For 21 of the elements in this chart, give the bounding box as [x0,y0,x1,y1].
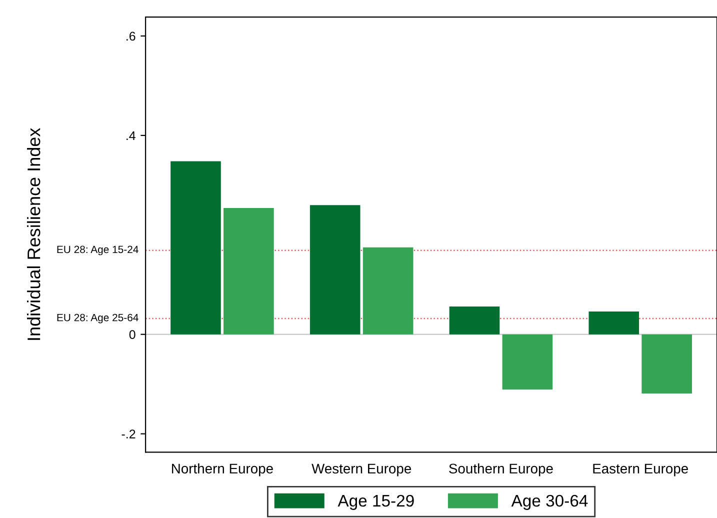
x-tick-label: Eastern Europe [593,464,688,476]
x-tick-label: Southern Europe [449,463,553,476]
y-tick-label: .4 [126,131,136,140]
legend-label: Age 15-29 [338,494,414,510]
bar [588,311,640,334]
bar [362,247,414,334]
bar [310,205,360,334]
bar [224,208,274,334]
bar [170,161,221,334]
ref-line-label: EU 28: Age 25-64 [57,314,138,324]
ref-line-label: EU 28: Age 15-24 [57,246,138,256]
bar [502,334,553,390]
legend-label: Age 30-64 [511,494,588,510]
y-tick-label: -.2 [122,430,136,438]
x-tick-label: Western Europe [312,464,412,476]
y-tick-label: .6 [126,32,136,41]
bar [642,334,692,394]
x-tick-label: Northern Europe [172,463,273,476]
y-axis-title: Individual Resilience Index [27,128,40,340]
y-tick-label: 0 [129,330,136,340]
bar [449,306,500,334]
